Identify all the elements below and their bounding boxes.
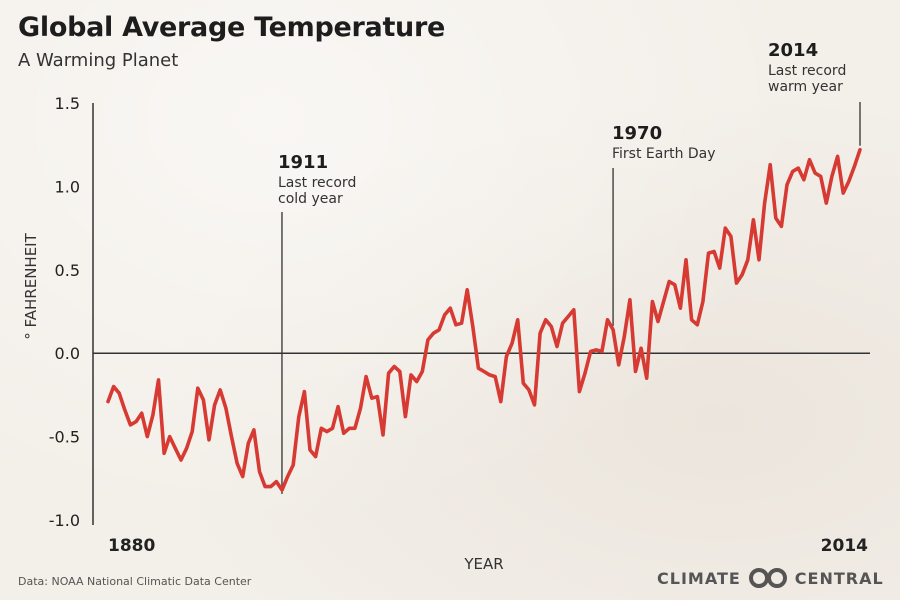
y-tick-label: -0.5 (49, 428, 80, 447)
annotation-text-1911: cold year (278, 191, 343, 207)
series-line-temperature (106, 147, 862, 492)
y-tick-label: 1.5 (55, 94, 80, 113)
data-source-note: Data: NOAA National Climatic Data Center (18, 575, 252, 588)
logo-text-left: CLIMATE (657, 568, 741, 588)
y-tick-label: 0.5 (55, 261, 80, 280)
annotation-text-1911: Last record (278, 175, 356, 191)
annotation-text-1970: First Earth Day (612, 146, 716, 162)
x-axis-title: YEAR (463, 555, 503, 573)
y-axis-title: ° FAHRENHEIT (22, 232, 40, 339)
chart-subtitle: A Warming Planet (18, 50, 179, 71)
annotation-year-1911: 1911 (278, 152, 328, 173)
y-tick-label: 1.0 (55, 177, 80, 196)
x-tick-label-start: 1880 (108, 536, 155, 556)
annotation-text-2014: Last record (768, 63, 846, 79)
y-tick-label: 0.0 (55, 344, 80, 363)
annotation-year-2014: 2014 (768, 40, 818, 61)
chart-title: Global Average Temperature (18, 12, 445, 43)
logo-text-right: CENTRAL (794, 568, 884, 588)
y-tick-label: -1.0 (49, 511, 80, 530)
annotation-text-2014: warm year (768, 79, 843, 95)
logo-rings-icon (748, 568, 787, 588)
climate-central-logo: CLIMATE CENTRAL (657, 567, 884, 589)
x-tick-label-end: 2014 (821, 536, 868, 556)
annotation-year-1970: 1970 (612, 123, 662, 144)
